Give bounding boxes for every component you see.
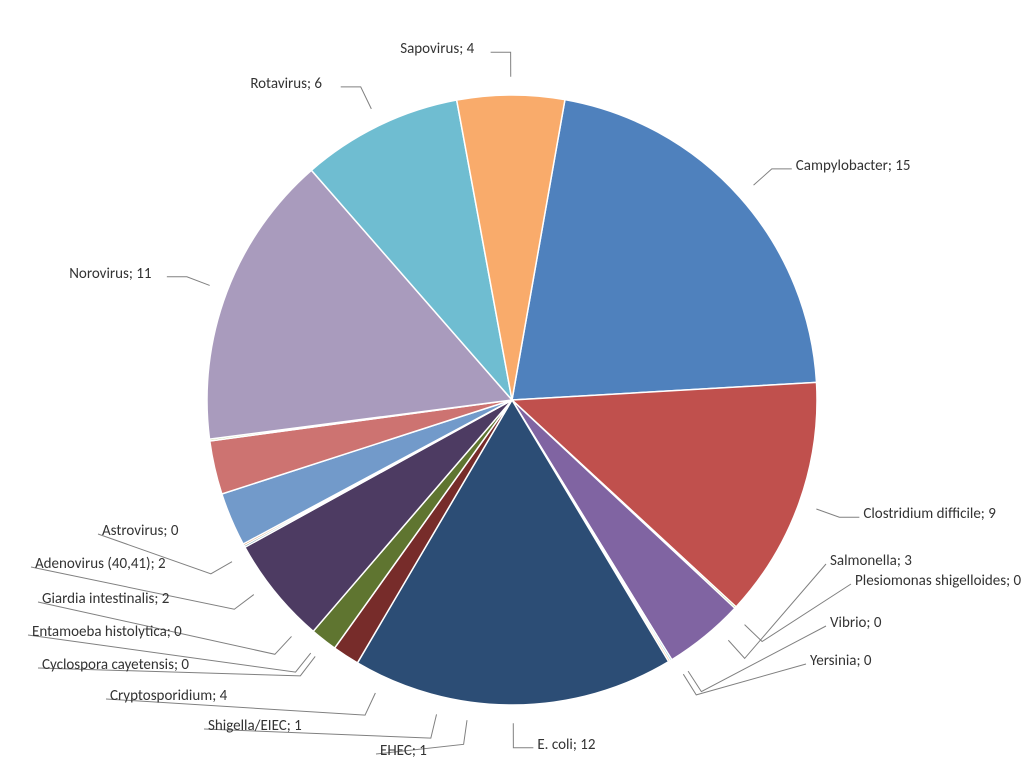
leader-line	[513, 723, 533, 747]
slice-label-clostridium-difficile: Clostridium difficile; 9	[863, 505, 995, 523]
leader-line	[491, 52, 511, 76]
slice-label-salmonella: Salmonella; 3	[830, 552, 912, 570]
slice-label-giardia-intestinalis: Giardia intestinalis; 2	[42, 590, 169, 608]
leader-line	[745, 584, 851, 642]
slice-label-cryptosporidium: Cryptosporidium; 4	[110, 687, 227, 705]
slice-label-campylobacter: Campylobacter; 15	[796, 157, 911, 175]
slice-label-ehec: EHEC; 1	[380, 742, 427, 760]
slice-label-cyclospora-cayetensis: Cyclospora cayetensis; 0	[42, 656, 189, 674]
slice-label-shigella-eiec: Shigella/EIEC; 1	[208, 717, 302, 735]
slice-label-astrovirus: Astrovirus; 0	[102, 522, 178, 540]
leader-line	[167, 277, 210, 286]
slice-label-yersinia: Yersinia; 0	[810, 652, 872, 670]
slice-label-e-coli: E. coli; 12	[537, 736, 595, 754]
slice-label-rotavirus: Rotavirus; 6	[250, 75, 322, 93]
leader-line	[816, 509, 859, 517]
leader-line	[688, 626, 826, 692]
leader-line	[341, 87, 372, 109]
pathogen-pie-chart: Campylobacter; 15 Clostridium difficile; …	[0, 0, 1024, 780]
slice-label-vibrio: Vibrio; 0	[830, 614, 881, 632]
slice-label-plesiomonas-shigelloides: Plesiomonas shigelloides; 0	[855, 572, 1021, 590]
slice-label-adenovirus-40-41-: Adenovirus (40,41); 2	[35, 555, 166, 573]
slice-label-norovirus: Norovirus; 11	[69, 265, 151, 283]
leader-line	[754, 169, 792, 185]
slice-label-entamoeba-histolytica: Entamoeba histolytica; 0	[32, 623, 182, 641]
slice-label-sapovirus: Sapovirus; 4	[400, 40, 474, 58]
